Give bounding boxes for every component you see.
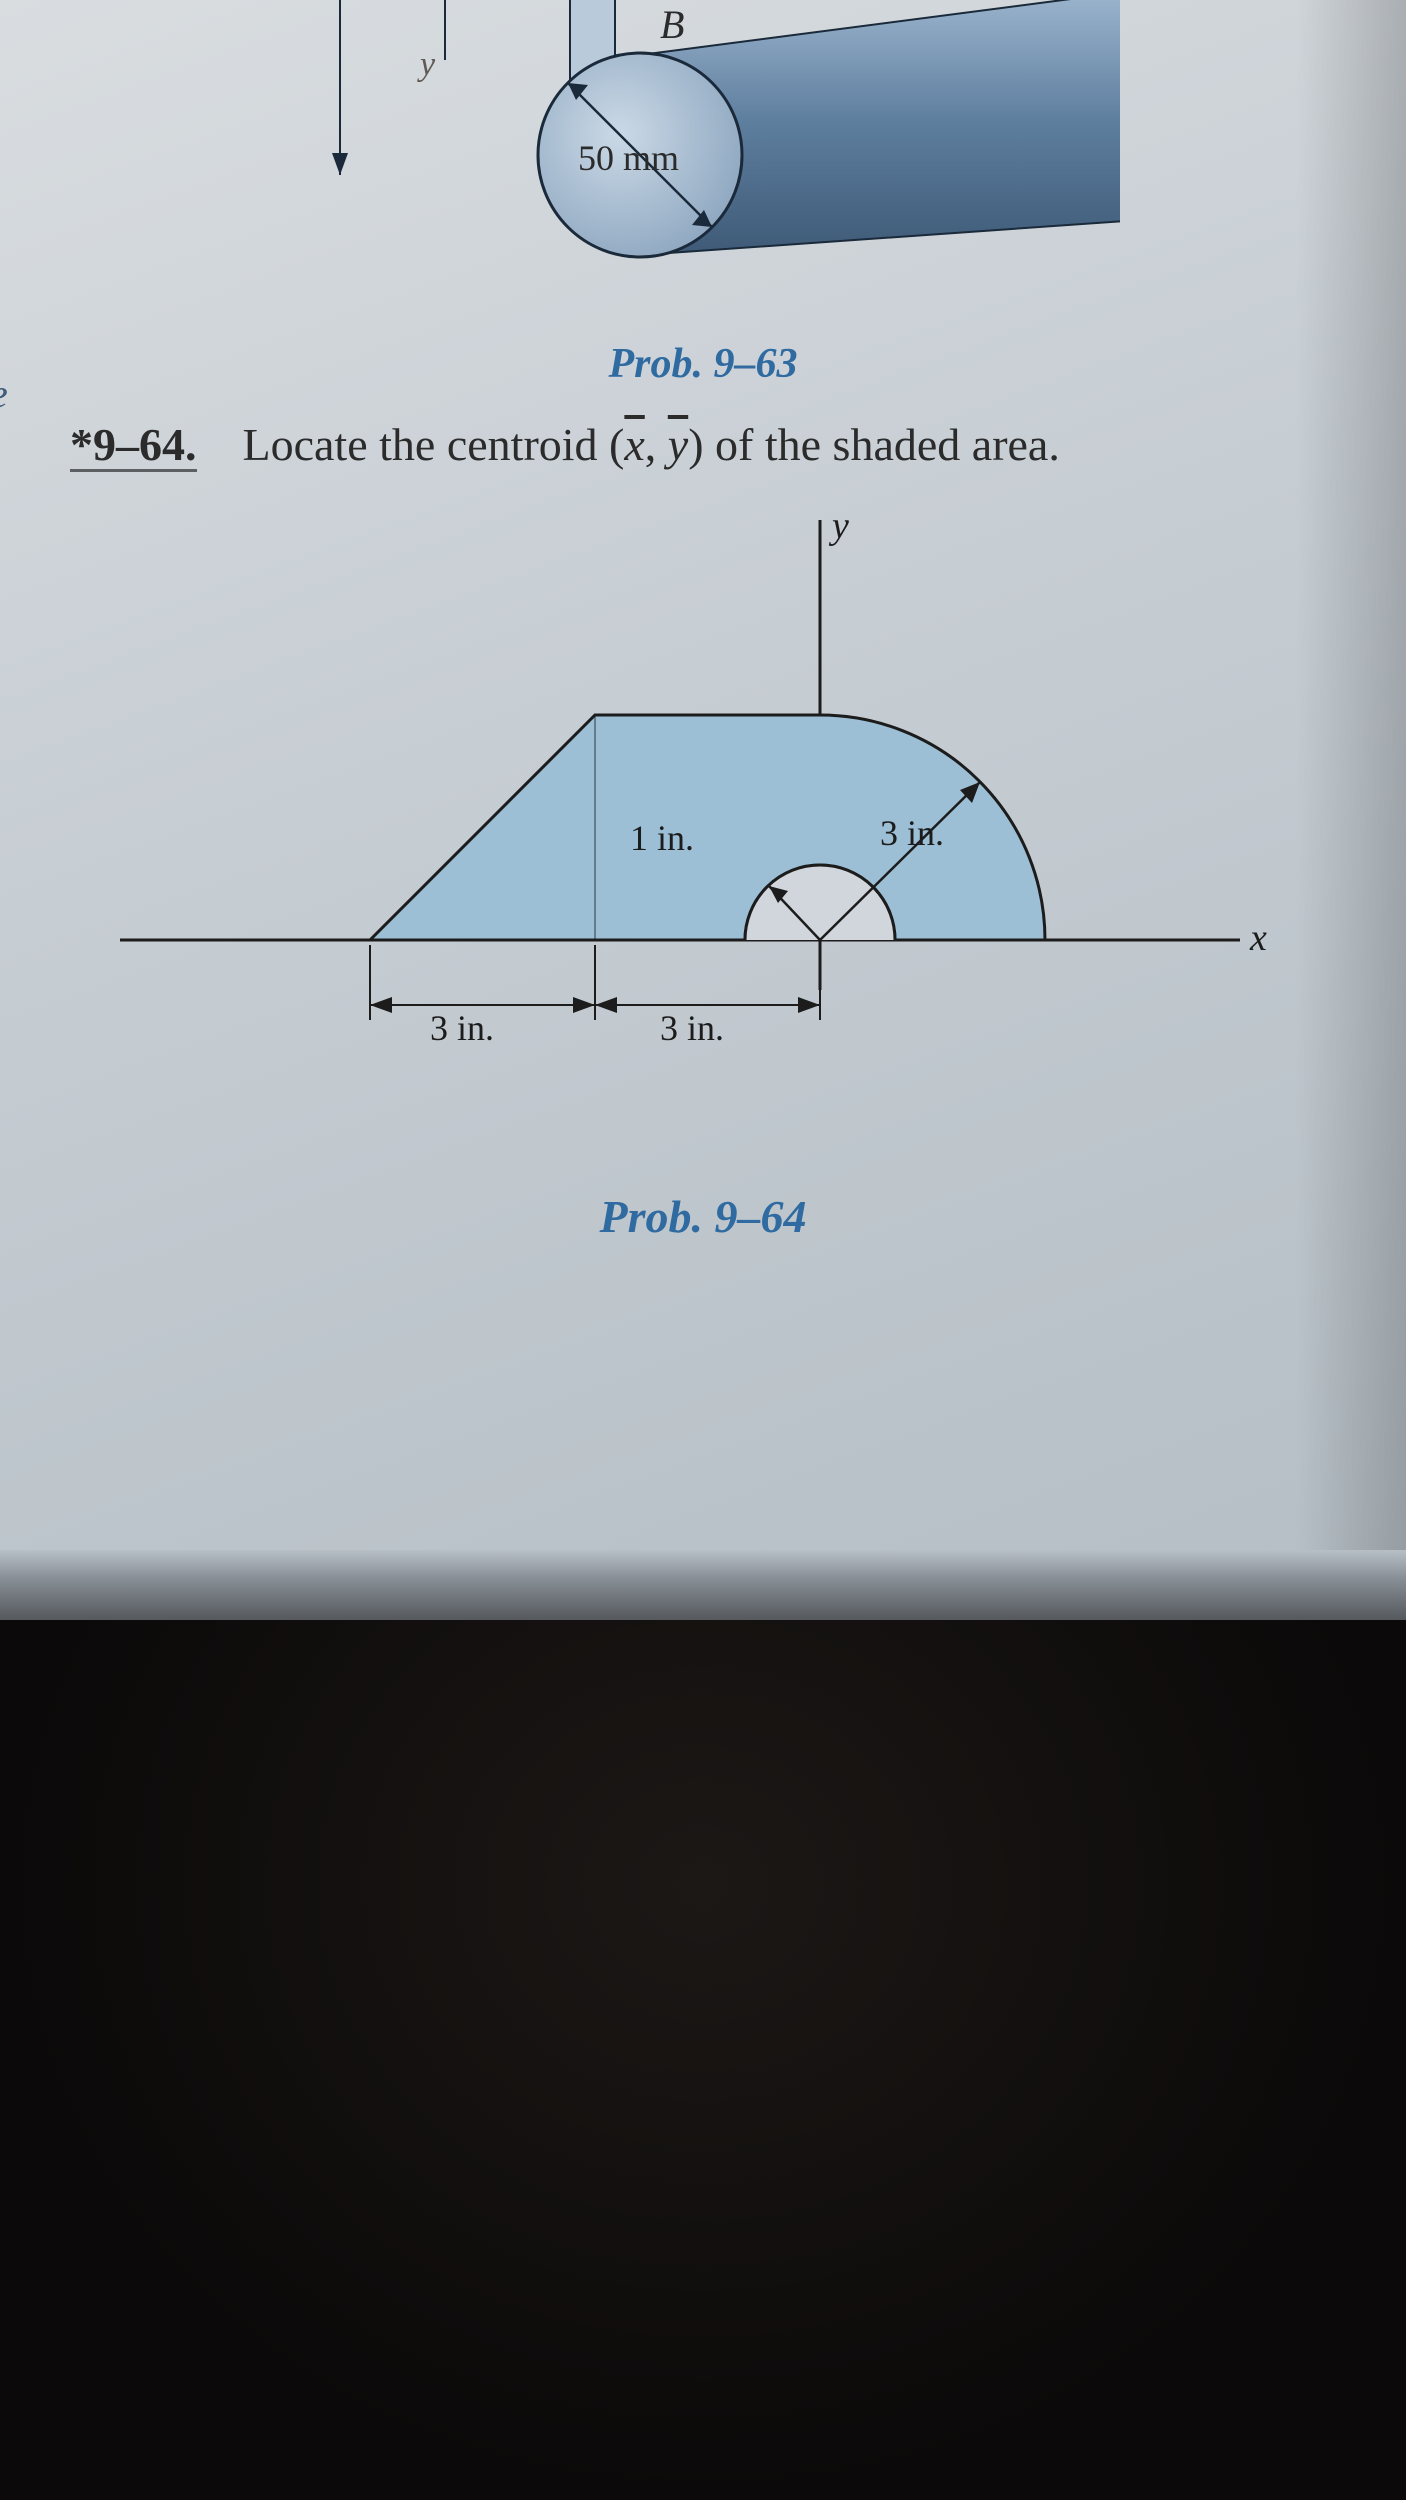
prev-diameter-label: 50 mm <box>578 138 679 178</box>
xbar: x <box>624 419 644 470</box>
prev-problem-caption: Prob. 9–63 <box>0 340 1406 388</box>
below-book-dark <box>0 1620 1406 2500</box>
figure-caption: Prob. 9–64 <box>0 1190 1406 1243</box>
problem-text-1: Locate the centroid ( <box>243 419 625 470</box>
x-axis-label: x <box>1249 917 1267 959</box>
inner-radius-label: 1 in. <box>630 818 694 858</box>
problem-text-2: ) of the shaded area. <box>688 419 1060 470</box>
prev-caption-text: Prob. 9–63 <box>609 341 798 387</box>
y-axis-label: y <box>828 505 849 547</box>
prev-y-label: y <box>417 46 436 83</box>
comma: , <box>645 419 668 470</box>
dim-right-3in: 3 in. <box>660 1008 724 1048</box>
figure-caption-text: Prob. 9–64 <box>600 1191 807 1242</box>
prev-problem-figure: y 15 mm B 50 mm <box>220 0 1120 320</box>
page-bottom-edge <box>0 1550 1406 1620</box>
photo-root: e <box>0 0 1406 2500</box>
dim-left-3in: 3 in. <box>430 1008 494 1048</box>
problem-statement: *9–64. Locate the centroid (x, y) of the… <box>70 418 1376 471</box>
ybar: y <box>668 419 688 470</box>
outer-radius-label: 3 in. <box>880 813 944 853</box>
figure-svg: x y 1 in. 3 in. <box>120 500 1280 1160</box>
problem-number: *9–64. <box>70 419 197 470</box>
textbook-page: e <box>0 0 1406 1550</box>
figure-9-64: x y 1 in. 3 in. <box>120 500 1280 1160</box>
prev-figure-svg: y 15 mm B 50 mm <box>220 0 1120 320</box>
prev-point-B: B <box>660 2 684 47</box>
